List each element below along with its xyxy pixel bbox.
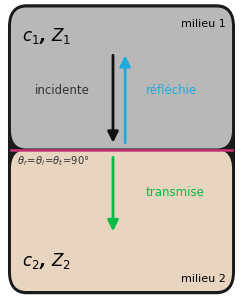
Text: $\theta_r\!=\!\theta_i\!=\!\theta_t\!=\!90°$: $\theta_r\!=\!\theta_i\!=\!\theta_t\!=\!… (17, 154, 90, 168)
Text: incidente: incidente (35, 83, 90, 97)
Text: $c_1$, $Z_1$: $c_1$, $Z_1$ (22, 26, 71, 46)
Text: milieu 2: milieu 2 (181, 274, 226, 284)
Text: transmise: transmise (146, 185, 205, 199)
Text: réfléchie: réfléchie (146, 83, 197, 97)
FancyBboxPatch shape (11, 8, 232, 148)
FancyBboxPatch shape (10, 6, 233, 292)
Text: $c_2$, $Z_2$: $c_2$, $Z_2$ (22, 251, 71, 271)
FancyBboxPatch shape (11, 150, 232, 291)
Text: milieu 1: milieu 1 (181, 19, 226, 29)
